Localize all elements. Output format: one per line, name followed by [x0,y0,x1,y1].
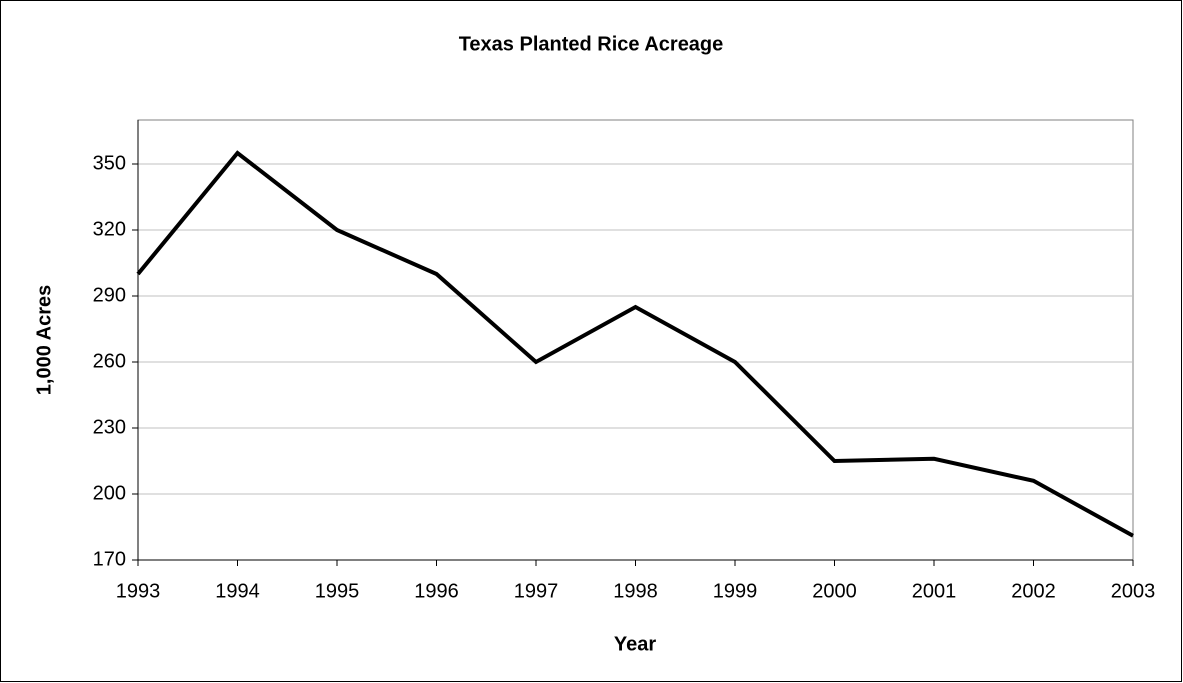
x-tick-label: 2002 [1011,580,1056,602]
x-tick-label: 1999 [713,580,758,602]
x-tick-label: 1997 [514,580,559,602]
x-tick-label: 1998 [613,580,658,602]
y-tick-label: 260 [93,350,126,372]
plot-area [137,119,1134,561]
x-tick-label: 2001 [912,580,957,602]
x-tick-label: 1994 [215,580,260,602]
x-tick-label: 1996 [414,580,459,602]
line-series [136,150,1134,538]
y-tick-label: 200 [93,482,126,504]
x-tick-label: 1995 [315,580,360,602]
x-tick-label: 2003 [1111,580,1156,602]
x-tick-label: 2000 [812,580,857,602]
chart-title: Texas Planted Rice Acreage [459,33,724,55]
x-tick-label: 1993 [116,580,161,602]
y-tick-label: 290 [93,284,126,306]
y-tick-label: 170 [93,548,126,570]
y-tick-label: 320 [93,218,126,240]
y-axis-title: 1,000 Acres [33,285,55,395]
y-tick-label: 230 [93,416,126,438]
x-axis-title: Year [614,633,656,655]
y-tick-label: 350 [93,152,126,174]
